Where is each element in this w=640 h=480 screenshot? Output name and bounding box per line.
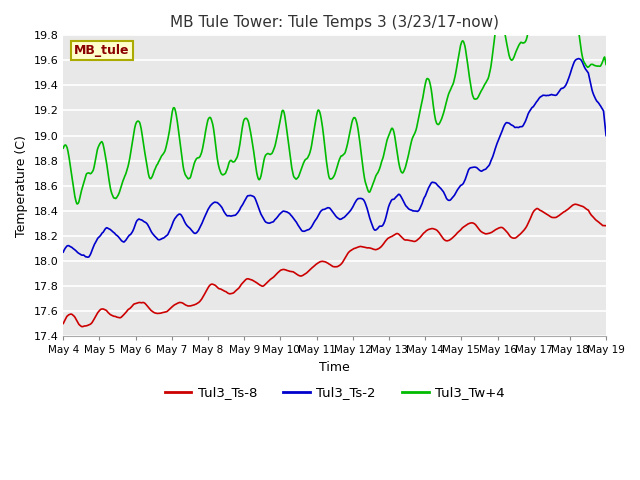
Title: MB Tule Tower: Tule Temps 3 (3/23/17-now): MB Tule Tower: Tule Temps 3 (3/23/17-now… — [170, 15, 499, 30]
X-axis label: Time: Time — [319, 360, 350, 373]
Y-axis label: Temperature (C): Temperature (C) — [15, 135, 28, 237]
Text: MB_tule: MB_tule — [74, 44, 130, 57]
Legend: Tul3_Ts-8, Tul3_Ts-2, Tul3_Tw+4: Tul3_Ts-8, Tul3_Ts-2, Tul3_Tw+4 — [159, 381, 510, 405]
